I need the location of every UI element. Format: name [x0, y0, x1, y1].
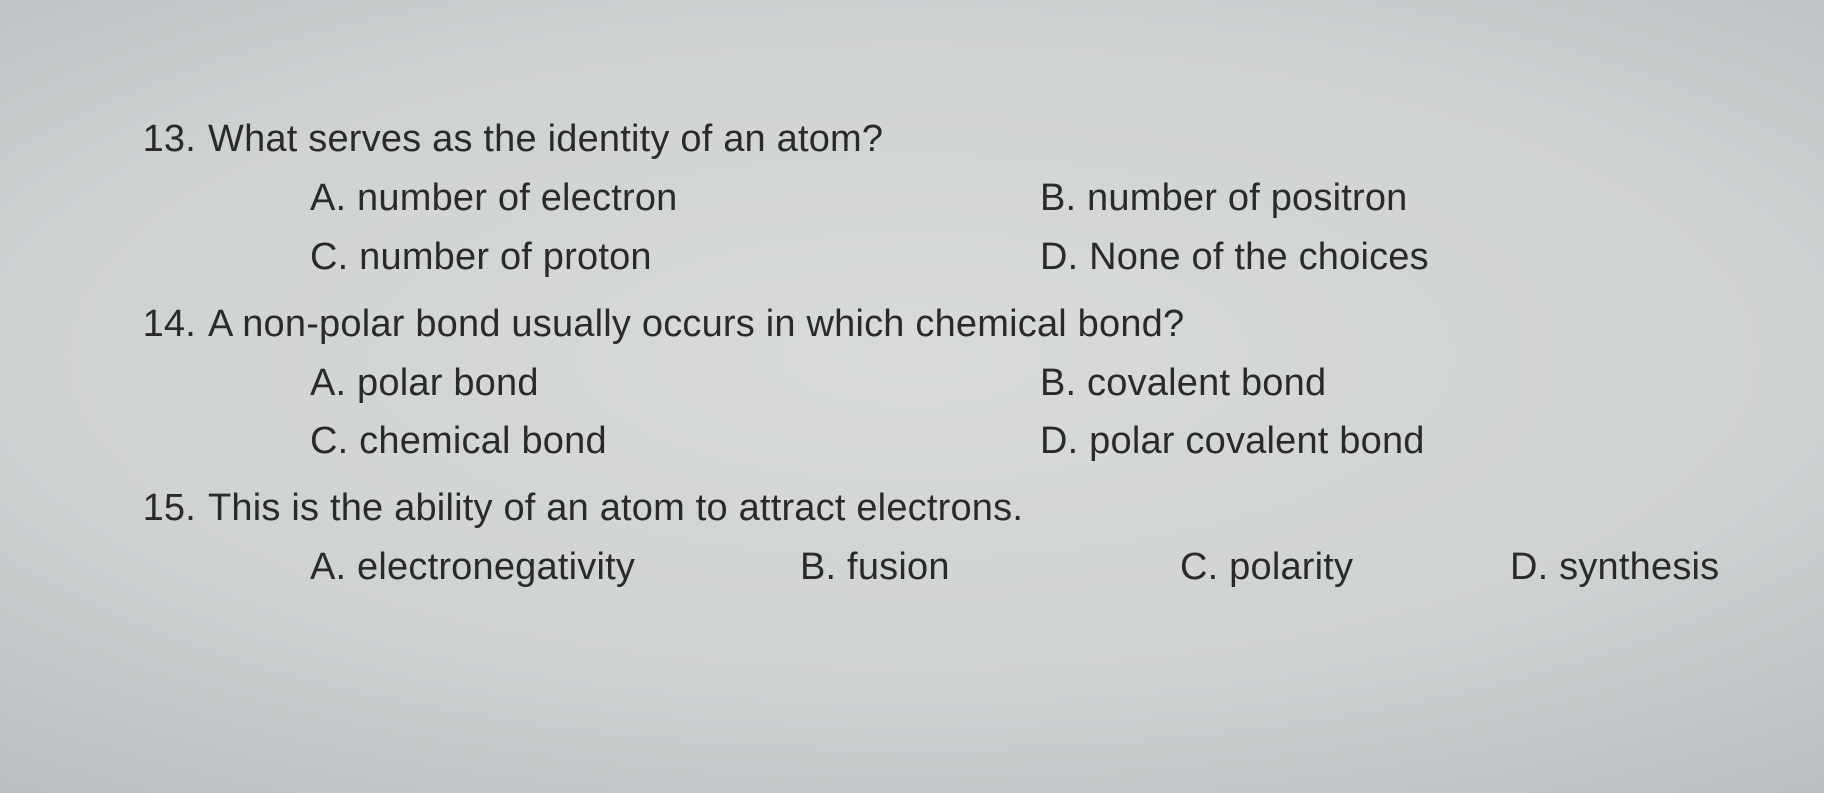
choice-c: C. chemical bond: [310, 412, 1040, 471]
choice-b: B. number of positron: [1040, 169, 1734, 228]
question-13: 13. What serves as the identity of an at…: [100, 110, 1734, 287]
question-14: 14. A non-polar bond usually occurs in w…: [100, 295, 1734, 472]
choice-row: C. number of proton D. None of the choic…: [100, 228, 1734, 287]
choice-row-four: A. electronegativity B. fusion C. polari…: [100, 538, 1734, 597]
question-stem: 13. What serves as the identity of an at…: [100, 110, 1734, 169]
question-number: 15.: [100, 479, 208, 538]
choice-d: D. polar covalent bond: [1040, 412, 1734, 471]
choice-c: C. number of proton: [310, 228, 1040, 287]
choice-b: B. fusion: [800, 538, 1180, 597]
question-number: 13.: [100, 110, 208, 169]
question-text: What serves as the identity of an atom?: [208, 110, 883, 169]
question-number: 14.: [100, 295, 208, 354]
choice-row: A. polar bond B. covalent bond: [100, 354, 1734, 413]
choice-row: A. number of electron B. number of posit…: [100, 169, 1734, 228]
question-stem: 15. This is the ability of an atom to at…: [100, 479, 1734, 538]
question-15: 15. This is the ability of an atom to at…: [100, 479, 1734, 597]
question-text: A non-polar bond usually occurs in which…: [208, 295, 1184, 354]
worksheet-page: 13. What serves as the identity of an at…: [0, 0, 1824, 793]
choice-row: C. chemical bond D. polar covalent bond: [100, 412, 1734, 471]
question-text: This is the ability of an atom to attrac…: [208, 479, 1023, 538]
choice-b: B. covalent bond: [1040, 354, 1734, 413]
choice-c: C. polarity: [1180, 538, 1510, 597]
choice-a: A. electronegativity: [310, 538, 800, 597]
choice-a: A. number of electron: [310, 169, 1040, 228]
question-stem: 14. A non-polar bond usually occurs in w…: [100, 295, 1734, 354]
choice-d: D. None of the choices: [1040, 228, 1734, 287]
choice-d: D. synthesis: [1510, 538, 1734, 597]
choice-a: A. polar bond: [310, 354, 1040, 413]
